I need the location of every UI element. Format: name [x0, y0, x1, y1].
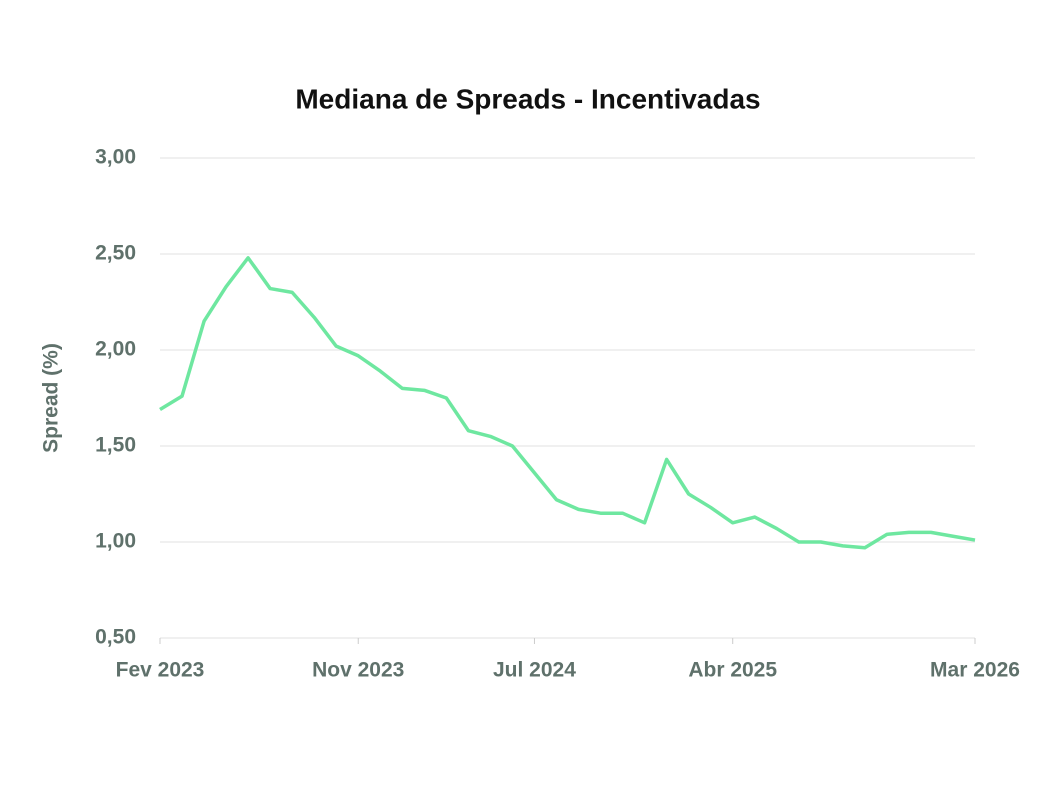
- x-tick-label: Abr 2025: [688, 659, 777, 682]
- x-tick-label: Nov 2023: [312, 659, 404, 682]
- y-tick-label: 1,00: [95, 530, 136, 553]
- y-axis-label: Spread (%): [40, 343, 63, 453]
- chart-title: Mediana de Spreads - Incentivadas: [295, 83, 760, 114]
- x-tick-label: Fev 2023: [116, 659, 205, 682]
- y-tick-label: 3,00: [95, 146, 136, 169]
- line: [159, 256, 976, 550]
- x-tick-label: Jul 2024: [493, 659, 576, 682]
- y-tick-label: 2,50: [95, 242, 136, 265]
- x-tick-label: Mar 2026: [930, 659, 1020, 682]
- y-tick-label: 1,50: [95, 434, 136, 457]
- y-tick-label: 0,50: [95, 626, 136, 649]
- y-tick-label: 2,00: [95, 338, 136, 361]
